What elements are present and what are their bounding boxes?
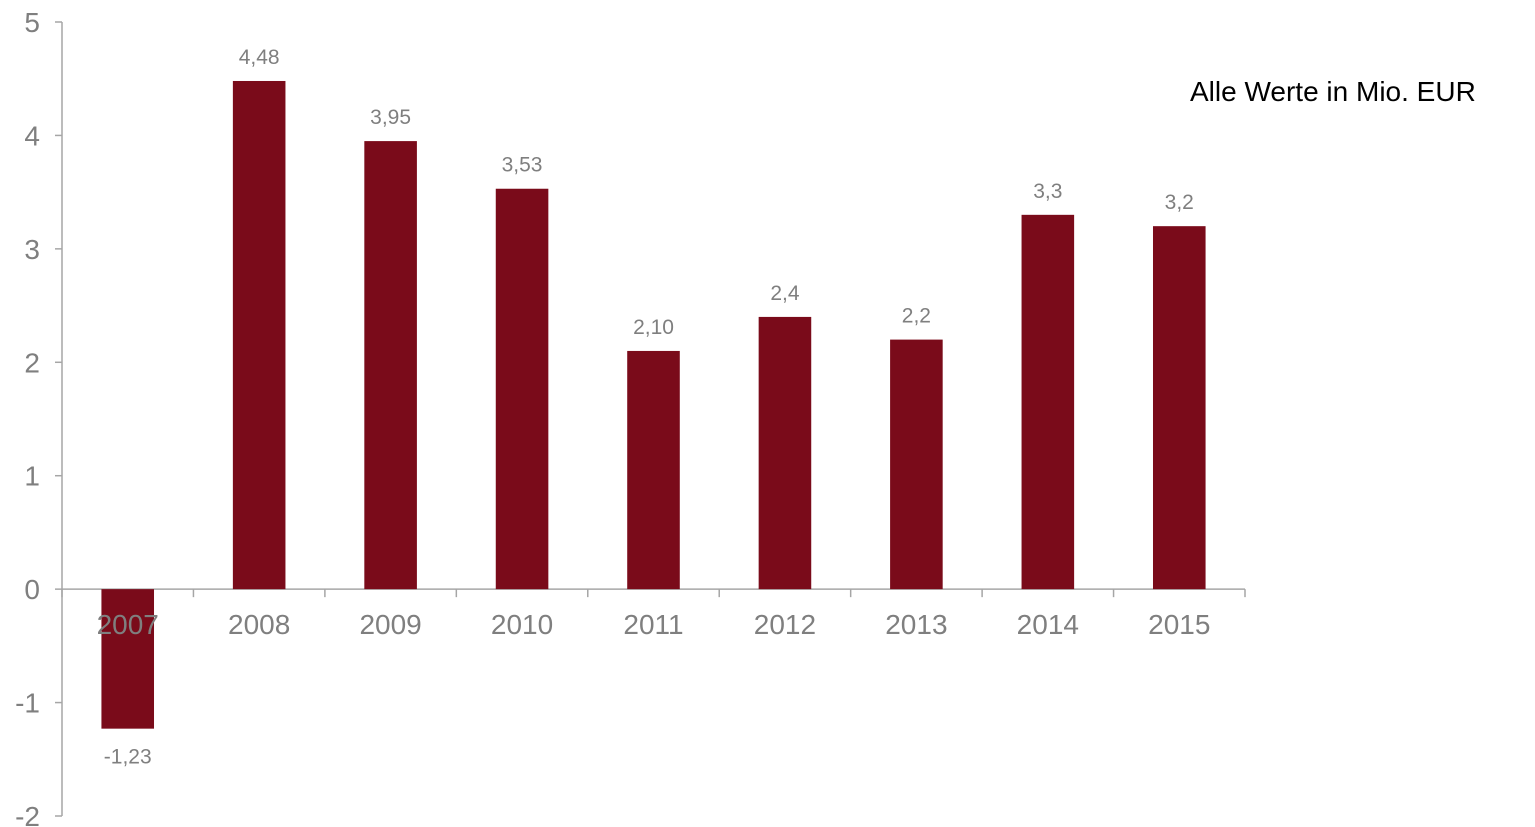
y-tick-label: 4 [24, 120, 40, 151]
units-note: Alle Werte in Mio. EUR [1190, 76, 1476, 107]
bar-2008 [232, 80, 286, 590]
bar-2010 [495, 188, 549, 590]
category-labels: 2007 2008 2009 2010 2011 2012 2013 2014 2015 [97, 609, 1211, 640]
data-label-2009: 3,95 [370, 106, 411, 129]
data-label-2014: 3,3 [1033, 180, 1062, 203]
bar-2014 [1021, 214, 1075, 590]
category-label-2009: 2009 [359, 609, 421, 640]
bar-2012 [758, 316, 812, 590]
data-label-2012: 2,4 [770, 282, 800, 305]
data-label-2010: 3,53 [502, 154, 543, 177]
y-tick-label: 3 [24, 234, 40, 265]
y-tick-label: 0 [24, 574, 40, 605]
bar-2009 [364, 141, 417, 590]
bar-2013 [890, 339, 943, 590]
category-label-2015: 2015 [1148, 609, 1210, 640]
data-label-2008: 4,48 [239, 46, 280, 69]
category-label-2014: 2014 [1017, 609, 1079, 640]
bar-2015 [1152, 226, 1206, 590]
data-label-2007: -1,23 [104, 746, 152, 769]
category-label-2010: 2010 [491, 609, 553, 640]
category-label-2008: 2008 [228, 609, 290, 640]
y-tick-label: -1 [15, 688, 40, 719]
category-label-2011: 2011 [623, 609, 683, 640]
category-label-2013: 2013 [885, 609, 947, 640]
category-label-2012: 2012 [754, 609, 816, 640]
x-axis [61, 588, 1246, 598]
data-label-2013: 2,2 [902, 305, 931, 328]
bars [101, 80, 1206, 729]
y-tick-label: -2 [15, 801, 40, 827]
y-tick-label: 1 [24, 461, 40, 492]
bar-2007 [101, 589, 155, 729]
data-label-2011: 2,10 [633, 316, 674, 339]
y-tick-label: 5 [24, 7, 40, 38]
data-label-2015: 3,2 [1165, 191, 1194, 214]
bar-2011 [627, 350, 680, 590]
data-labels: -1,23 4,48 3,95 3,53 2,10 2,4 2,2 3,3 3,2 [104, 46, 1194, 769]
y-axis: 5 4 3 2 1 0 -1 -2 [15, 7, 63, 827]
y-tick-label: 2 [24, 347, 40, 378]
category-label-2007: 2007 [97, 609, 159, 640]
